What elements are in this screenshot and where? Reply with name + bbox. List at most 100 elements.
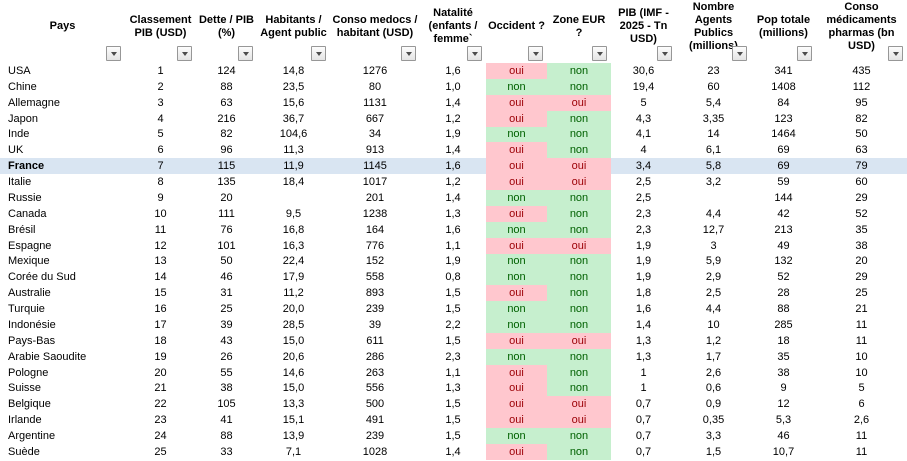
cell-pays[interactable]: Arabie Saoudite: [8, 350, 87, 363]
cell-dette[interactable]: 76: [220, 223, 233, 236]
cell-conso_pharma[interactable]: 38: [855, 239, 868, 252]
cell-zone_eur[interactable]: non: [547, 380, 611, 397]
cell-pop[interactable]: 18: [777, 334, 790, 347]
column-header-zone_eur[interactable]: Zone EUR ?: [547, 0, 611, 63]
cell-agents[interactable]: 0,35: [702, 414, 725, 427]
cell-occident[interactable]: non: [486, 428, 547, 444]
column-header-agents[interactable]: Nombre Agents Publics (millions): [676, 0, 751, 63]
cell-conso_pharma[interactable]: 29: [855, 191, 868, 204]
cell-conso_pharma[interactable]: 11: [855, 430, 868, 443]
cell-zone_eur[interactable]: non: [547, 190, 611, 206]
cell-conso_pharma[interactable]: 35: [855, 223, 868, 236]
cell-conso_medocs[interactable]: 239: [365, 303, 385, 316]
cell-occident[interactable]: oui: [486, 110, 547, 127]
cell-dette[interactable]: 25: [220, 303, 233, 316]
cell-pays[interactable]: UK: [8, 144, 24, 157]
cell-classement[interactable]: 24: [154, 430, 167, 443]
cell-conso_medocs[interactable]: 1276: [362, 64, 388, 77]
cell-agents[interactable]: 0,9: [705, 398, 722, 411]
cell-zone_eur[interactable]: non: [547, 301, 611, 317]
cell-natalite[interactable]: 1,4: [445, 191, 461, 204]
cell-agents[interactable]: 3,3: [705, 430, 722, 443]
cell-classement[interactable]: 7: [157, 160, 164, 173]
cell-agents[interactable]: 1,7: [705, 350, 722, 363]
cell-pays[interactable]: Belgique: [8, 398, 51, 411]
cell-pop[interactable]: 88: [777, 303, 790, 316]
cell-agents[interactable]: 3,2: [705, 176, 722, 189]
cell-natalite[interactable]: 1,2: [445, 112, 461, 125]
cell-dette[interactable]: 111: [218, 207, 235, 220]
cell-dette[interactable]: 26: [220, 350, 233, 363]
cell-pib[interactable]: 1,6: [635, 303, 652, 316]
cell-natalite[interactable]: 1,5: [445, 414, 461, 427]
cell-natalite[interactable]: 1,5: [445, 334, 461, 347]
cell-conso_pharma[interactable]: 25: [855, 287, 868, 300]
cell-zone_eur[interactable]: non: [547, 285, 611, 302]
cell-conso_medocs[interactable]: 164: [365, 223, 385, 236]
cell-classement[interactable]: 23: [154, 414, 167, 427]
cell-dette[interactable]: 216: [217, 112, 236, 125]
cell-conso_pharma[interactable]: 5: [858, 382, 865, 395]
cell-natalite[interactable]: 1,6: [445, 223, 461, 236]
cell-conso_medocs[interactable]: 1238: [362, 207, 388, 220]
filter-dropdown-pays[interactable]: [106, 46, 121, 61]
cell-pop[interactable]: 46: [777, 430, 790, 443]
cell-pop[interactable]: 42: [777, 207, 790, 220]
cell-habitants[interactable]: 7,1: [285, 445, 302, 458]
cell-classement[interactable]: 11: [154, 223, 167, 236]
cell-classement[interactable]: 21: [154, 382, 167, 395]
cell-occident[interactable]: non: [486, 317, 547, 333]
cell-dette[interactable]: 124: [217, 64, 236, 77]
cell-conso_medocs[interactable]: 286: [365, 350, 385, 363]
cell-pib[interactable]: 4,1: [635, 128, 652, 141]
cell-conso_pharma[interactable]: 10: [855, 366, 868, 379]
cell-pib[interactable]: 30,6: [632, 64, 655, 77]
cell-zone_eur[interactable]: non: [547, 317, 611, 333]
filter-dropdown-agents[interactable]: [732, 46, 747, 61]
cell-dette[interactable]: 33: [220, 445, 233, 458]
cell-conso_medocs[interactable]: 913: [365, 144, 385, 157]
cell-natalite[interactable]: 0,8: [445, 271, 461, 284]
cell-conso_medocs[interactable]: 556: [365, 382, 385, 395]
cell-pop[interactable]: 285: [774, 318, 793, 331]
cell-dette[interactable]: 46: [220, 271, 233, 284]
cell-pib[interactable]: 2,3: [635, 207, 652, 220]
column-header-dette[interactable]: Dette / PIB (%): [196, 0, 257, 63]
cell-pib[interactable]: 1,9: [635, 239, 652, 252]
cell-zone_eur[interactable]: non: [547, 63, 611, 79]
cell-conso_medocs[interactable]: 34: [368, 128, 382, 141]
cell-pays[interactable]: Corée du Sud: [8, 271, 76, 284]
cell-pop[interactable]: 1408: [771, 80, 796, 93]
cell-dette[interactable]: 55: [220, 366, 233, 379]
cell-natalite[interactable]: 2,2: [445, 318, 461, 331]
cell-conso_medocs[interactable]: 201: [365, 191, 385, 204]
cell-habitants[interactable]: 11,2: [283, 287, 304, 300]
cell-conso_medocs[interactable]: 152: [365, 255, 385, 268]
cell-pop[interactable]: 132: [774, 255, 793, 268]
filter-dropdown-pib[interactable]: [657, 46, 672, 61]
cell-dette[interactable]: 82: [220, 128, 233, 141]
cell-dette[interactable]: 20: [220, 191, 233, 204]
cell-zone_eur[interactable]: oui: [547, 174, 611, 190]
cell-pib[interactable]: 1,4: [635, 318, 652, 331]
cell-pays[interactable]: Chine: [8, 80, 37, 93]
cell-classement[interactable]: 10: [154, 207, 167, 220]
cell-agents[interactable]: 4,4: [705, 303, 722, 316]
cell-conso_pharma[interactable]: 60: [855, 176, 868, 189]
cell-pop[interactable]: 38: [777, 366, 790, 379]
cell-pib[interactable]: 1,9: [635, 271, 652, 284]
cell-zone_eur[interactable]: non: [547, 428, 611, 444]
cell-natalite[interactable]: 1,4: [445, 96, 461, 109]
cell-pays[interactable]: Australie: [8, 287, 51, 300]
cell-natalite[interactable]: 1,6: [445, 160, 461, 173]
cell-occident[interactable]: oui: [486, 63, 547, 79]
cell-pib[interactable]: 3,4: [635, 160, 652, 173]
cell-zone_eur[interactable]: oui: [547, 237, 611, 254]
cell-pop[interactable]: 144: [774, 191, 793, 204]
cell-zone_eur[interactable]: non: [547, 253, 611, 270]
cell-pop[interactable]: 213: [774, 223, 793, 236]
cell-zone_eur[interactable]: oui: [547, 94, 611, 111]
cell-occident[interactable]: non: [486, 301, 547, 317]
cell-habitants[interactable]: 23,5: [282, 80, 305, 93]
cell-habitants[interactable]: 9,5: [285, 207, 302, 220]
